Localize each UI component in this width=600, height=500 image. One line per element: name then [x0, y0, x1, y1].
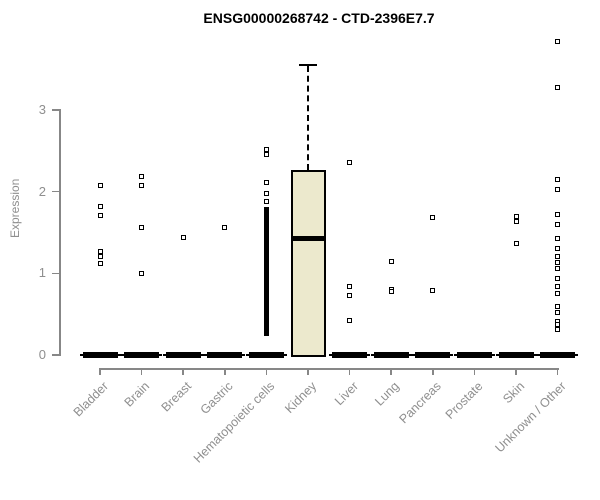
- chart-title: ENSG00000268742 - CTD-2396E7.7: [203, 10, 435, 26]
- x-axis-tick-label: Hematopoietic cells: [190, 379, 278, 466]
- x-axis-tick-label: Lung: [372, 379, 403, 409]
- outlier-point: [263, 146, 269, 152]
- x-axis-tick-label: Bladder: [70, 379, 111, 420]
- zero-box-median: [332, 352, 368, 358]
- outlier-point: [97, 212, 103, 218]
- outlier-point: [555, 253, 561, 259]
- y-axis-tick: [52, 354, 60, 356]
- x-axis-tick-label: Liver: [331, 379, 361, 409]
- outlier-point: [263, 180, 269, 186]
- box-rect: [290, 170, 326, 357]
- x-axis-tick: [99, 368, 101, 375]
- outlier-point: [555, 246, 561, 252]
- outlier-point: [139, 225, 145, 231]
- x-axis-tick-label: Gastric: [197, 379, 236, 417]
- zero-box-median: [165, 352, 201, 358]
- zero-box-median: [82, 352, 118, 358]
- x-axis-tick: [140, 368, 143, 375]
- box-whisker-cap: [299, 64, 317, 67]
- y-axis-line: [59, 108, 61, 356]
- zero-box-median: [207, 352, 243, 358]
- x-axis-tick: [224, 368, 226, 375]
- zero-box-median: [498, 352, 534, 358]
- outlier-point: [347, 292, 353, 298]
- outlier-point: [555, 176, 561, 182]
- x-axis-tick: [265, 368, 268, 375]
- x-axis-tick-label: Brain: [122, 379, 153, 410]
- zero-box-median: [124, 352, 160, 358]
- outlier-point: [139, 270, 145, 276]
- zero-box-median: [248, 352, 284, 358]
- outlier-point: [555, 265, 561, 271]
- x-axis-tick: [556, 368, 559, 375]
- outlier-point: [555, 212, 561, 218]
- x-axis-tick: [390, 368, 392, 375]
- outlier-point: [263, 151, 269, 157]
- y-axis-tick-label: 0: [38, 347, 46, 362]
- y-axis-tick-label: 3: [38, 101, 46, 117]
- outlier-point: [555, 322, 561, 328]
- outlier-point: [388, 258, 394, 264]
- outlier-point: [555, 186, 561, 192]
- box-whisker-line: [307, 66, 309, 171]
- outlier-point: [222, 225, 228, 231]
- x-axis-tick-label: Breast: [158, 379, 195, 415]
- outlier-point: [347, 159, 353, 165]
- dense-point-band: [263, 207, 269, 337]
- outlier-point: [555, 275, 561, 281]
- outlier-point: [513, 213, 519, 219]
- outlier-point: [430, 215, 436, 221]
- x-axis-tick: [432, 368, 434, 375]
- outlier-point: [263, 198, 269, 204]
- x-axis-tick-label: Skin: [499, 379, 527, 407]
- x-axis-tick-label: Kidney: [282, 379, 319, 416]
- zero-box-median: [456, 352, 492, 358]
- box-median-line: [290, 235, 326, 241]
- zero-box-median: [415, 352, 451, 358]
- outlier-point: [97, 254, 103, 260]
- y-axis-tick-label: 2: [38, 183, 46, 199]
- y-axis-tick: [52, 190, 60, 193]
- outlier-point: [347, 283, 353, 289]
- outlier-point: [555, 84, 561, 90]
- zero-box-median: [540, 352, 576, 358]
- y-axis-tick-label: 1: [38, 265, 46, 281]
- outlier-point: [263, 190, 269, 196]
- outlier-point: [555, 235, 561, 241]
- outlier-point: [555, 260, 561, 266]
- x-axis-tick-label: Unknown / Other: [492, 379, 569, 456]
- x-axis-tick: [348, 368, 351, 375]
- outlier-point: [555, 38, 561, 44]
- x-axis-tick: [473, 368, 476, 375]
- x-axis-tick-label: Pancreas: [396, 379, 444, 427]
- outlier-point: [555, 221, 561, 227]
- outlier-point: [139, 182, 145, 188]
- outlier-point: [513, 218, 519, 224]
- outlier-point: [555, 327, 561, 333]
- y-axis-tick: [52, 109, 60, 111]
- x-axis-tick-label: Prostate: [442, 379, 486, 422]
- outlier-point: [555, 304, 561, 310]
- y-axis-title: Expression: [8, 178, 22, 238]
- outlier-point: [97, 248, 103, 254]
- outlier-point: [347, 318, 353, 324]
- outlier-point: [513, 241, 519, 247]
- y-axis-tick: [52, 272, 60, 275]
- outlier-point: [97, 183, 103, 189]
- x-axis-tick: [307, 368, 309, 375]
- outlier-point: [430, 287, 436, 293]
- outlier-point: [97, 261, 103, 267]
- x-axis-tick: [515, 368, 517, 375]
- x-axis-tick: [182, 368, 184, 375]
- outlier-point: [388, 288, 394, 294]
- outlier-point: [555, 310, 561, 316]
- zero-box-median: [373, 352, 409, 358]
- outlier-point: [555, 291, 561, 297]
- outlier-point: [555, 283, 561, 289]
- outlier-point: [180, 234, 186, 240]
- x-axis-line: [99, 368, 559, 370]
- outlier-point: [139, 174, 145, 180]
- outlier-point: [97, 203, 103, 209]
